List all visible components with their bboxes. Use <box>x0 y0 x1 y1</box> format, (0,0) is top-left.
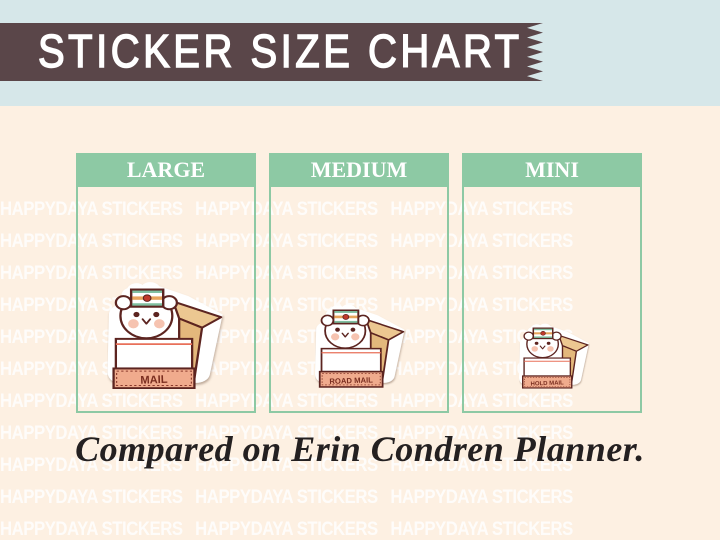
svg-text:ROAD MAIL: ROAD MAIL <box>329 375 373 386</box>
svg-text:HOLD MAIL: HOLD MAIL <box>531 380 565 387</box>
svg-text:MAIL: MAIL <box>140 374 168 387</box>
